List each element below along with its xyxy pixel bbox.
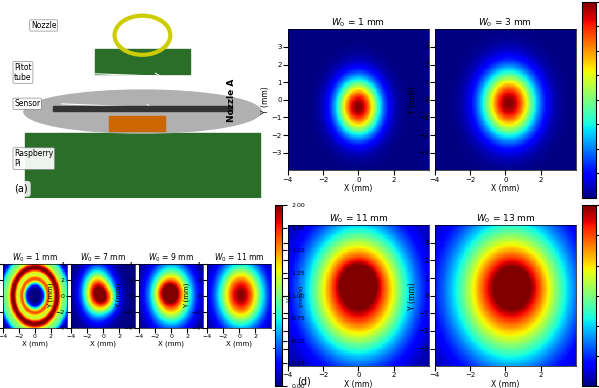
- Bar: [25, 133, 259, 198]
- Bar: [95, 49, 190, 74]
- Y-axis label: Y (mm): Y (mm): [261, 86, 270, 114]
- Y-axis label: Y (mm): Y (mm): [408, 282, 417, 310]
- X-axis label: X (mm): X (mm): [491, 380, 519, 388]
- Text: (d): (d): [297, 376, 311, 386]
- X-axis label: X (mm): X (mm): [226, 340, 252, 347]
- Title: $W_0$ = 1 mm: $W_0$ = 1 mm: [12, 251, 58, 264]
- X-axis label: X (mm): X (mm): [344, 184, 373, 193]
- Title: $W_0$ = 13 mm: $W_0$ = 13 mm: [476, 213, 535, 225]
- Title: $W_0$ = 1 mm: $W_0$ = 1 mm: [331, 17, 385, 29]
- X-axis label: X (mm): X (mm): [344, 380, 373, 388]
- Text: Nozzle: Nozzle: [31, 21, 56, 30]
- X-axis label: X (mm): X (mm): [90, 340, 116, 347]
- Text: Pitot
tube: Pitot tube: [14, 63, 32, 82]
- Y-axis label: Y (mm): Y (mm): [408, 86, 417, 114]
- Y-axis label: Y (mm): Y (mm): [116, 283, 122, 308]
- Title: $W_0$ = 11 mm: $W_0$ = 11 mm: [329, 213, 388, 225]
- X-axis label: X (mm): X (mm): [491, 184, 519, 193]
- Text: Nozzle A: Nozzle A: [227, 78, 236, 121]
- Title: $W_0$ = 7 mm: $W_0$ = 7 mm: [80, 251, 126, 264]
- Title: $W_0$ = 9 mm: $W_0$ = 9 mm: [149, 251, 194, 264]
- Text: Raspberry
Pi: Raspberry Pi: [14, 149, 53, 168]
- Y-axis label: Y (mm): Y (mm): [48, 283, 55, 308]
- Bar: [53, 106, 232, 111]
- X-axis label: X (mm): X (mm): [158, 340, 184, 347]
- Text: $V_{gas}$
$(mm/s)$: $V_{gas}$ $(mm/s)$: [286, 284, 306, 308]
- Ellipse shape: [24, 90, 261, 133]
- Text: (a): (a): [14, 184, 28, 194]
- Text: Nozzle B: Nozzle B: [227, 274, 236, 317]
- Y-axis label: Y (mm): Y (mm): [261, 282, 270, 310]
- Y-axis label: Y (mm): Y (mm): [184, 283, 190, 308]
- Title: $W_0$ = 3 mm: $W_0$ = 3 mm: [479, 17, 533, 29]
- Title: $W_0$ = 11 mm: $W_0$ = 11 mm: [214, 251, 265, 264]
- X-axis label: X (mm): X (mm): [22, 340, 48, 347]
- Bar: [109, 116, 165, 131]
- Text: Sensor: Sensor: [14, 99, 40, 108]
